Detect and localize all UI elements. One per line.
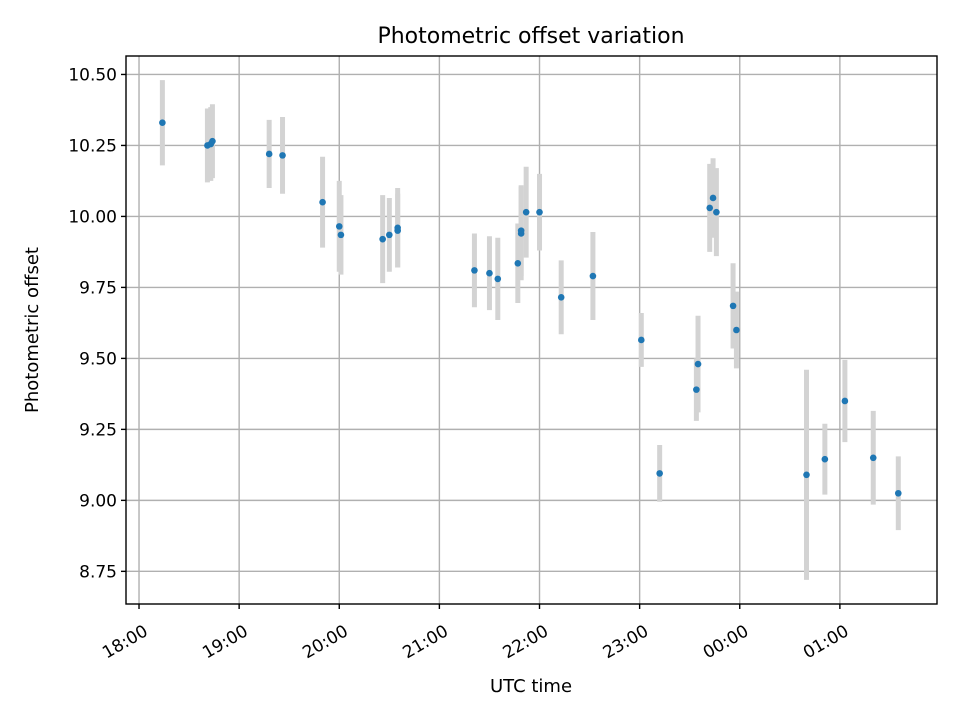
x-tick-label: 22:00 — [500, 621, 552, 663]
data-points — [159, 119, 902, 497]
data-point — [557, 294, 565, 301]
plot-frame — [125, 55, 938, 605]
data-point — [821, 455, 829, 463]
data-point — [337, 231, 345, 239]
x-axis-label: UTC time — [490, 676, 572, 697]
x-tick-label: 01:00 — [800, 621, 852, 663]
data-point — [486, 269, 493, 277]
y-tick-label: 10.25 — [68, 136, 117, 156]
data-point — [589, 272, 597, 280]
data-point — [869, 454, 877, 462]
data-point — [733, 326, 740, 334]
data-point — [159, 119, 166, 127]
y-tick-label: 9.25 — [79, 420, 117, 440]
data-point — [514, 259, 522, 267]
data-point — [709, 194, 717, 202]
x-tick-label: 18:00 — [99, 621, 151, 663]
x-tick-label: 23:00 — [600, 621, 652, 663]
error-bars — [159, 80, 901, 580]
y-axis-label: Photometric offset — [22, 247, 43, 413]
data-point — [536, 208, 543, 216]
data-point — [265, 150, 273, 158]
data-point — [319, 198, 326, 206]
data-point — [841, 397, 849, 405]
x-tick-label: 20:00 — [299, 621, 351, 663]
data-point — [693, 386, 700, 393]
data-point — [706, 204, 714, 212]
data-point — [694, 360, 702, 368]
data-point — [713, 208, 720, 216]
y-tick-label: 9.75 — [79, 278, 117, 298]
data-point — [335, 223, 343, 230]
grid-layer — [126, 56, 937, 604]
data-point — [394, 224, 401, 232]
data-point — [471, 267, 478, 274]
x-tick-label: 19:00 — [199, 621, 251, 663]
data-point — [494, 275, 502, 283]
y-tick-label: 10.00 — [68, 207, 117, 227]
y-tick-label: 10.50 — [68, 65, 117, 85]
x-tick-label: 00:00 — [700, 621, 752, 663]
data-point — [379, 235, 386, 243]
data-point — [209, 137, 216, 145]
data-point — [729, 302, 737, 310]
chart-title: Photometric offset variation — [377, 24, 684, 49]
data-point — [803, 471, 810, 479]
y-tick-label: 9.50 — [79, 349, 117, 369]
data-point — [522, 208, 530, 216]
data-point — [894, 489, 902, 497]
data-point — [517, 227, 525, 234]
y-tick-label: 9.00 — [79, 491, 117, 511]
data-point — [656, 470, 663, 477]
data-point — [638, 336, 645, 344]
x-tick-label: 21:00 — [399, 621, 451, 663]
data-point — [386, 231, 393, 239]
y-tick-label: 8.75 — [79, 562, 117, 582]
data-point — [279, 152, 286, 159]
